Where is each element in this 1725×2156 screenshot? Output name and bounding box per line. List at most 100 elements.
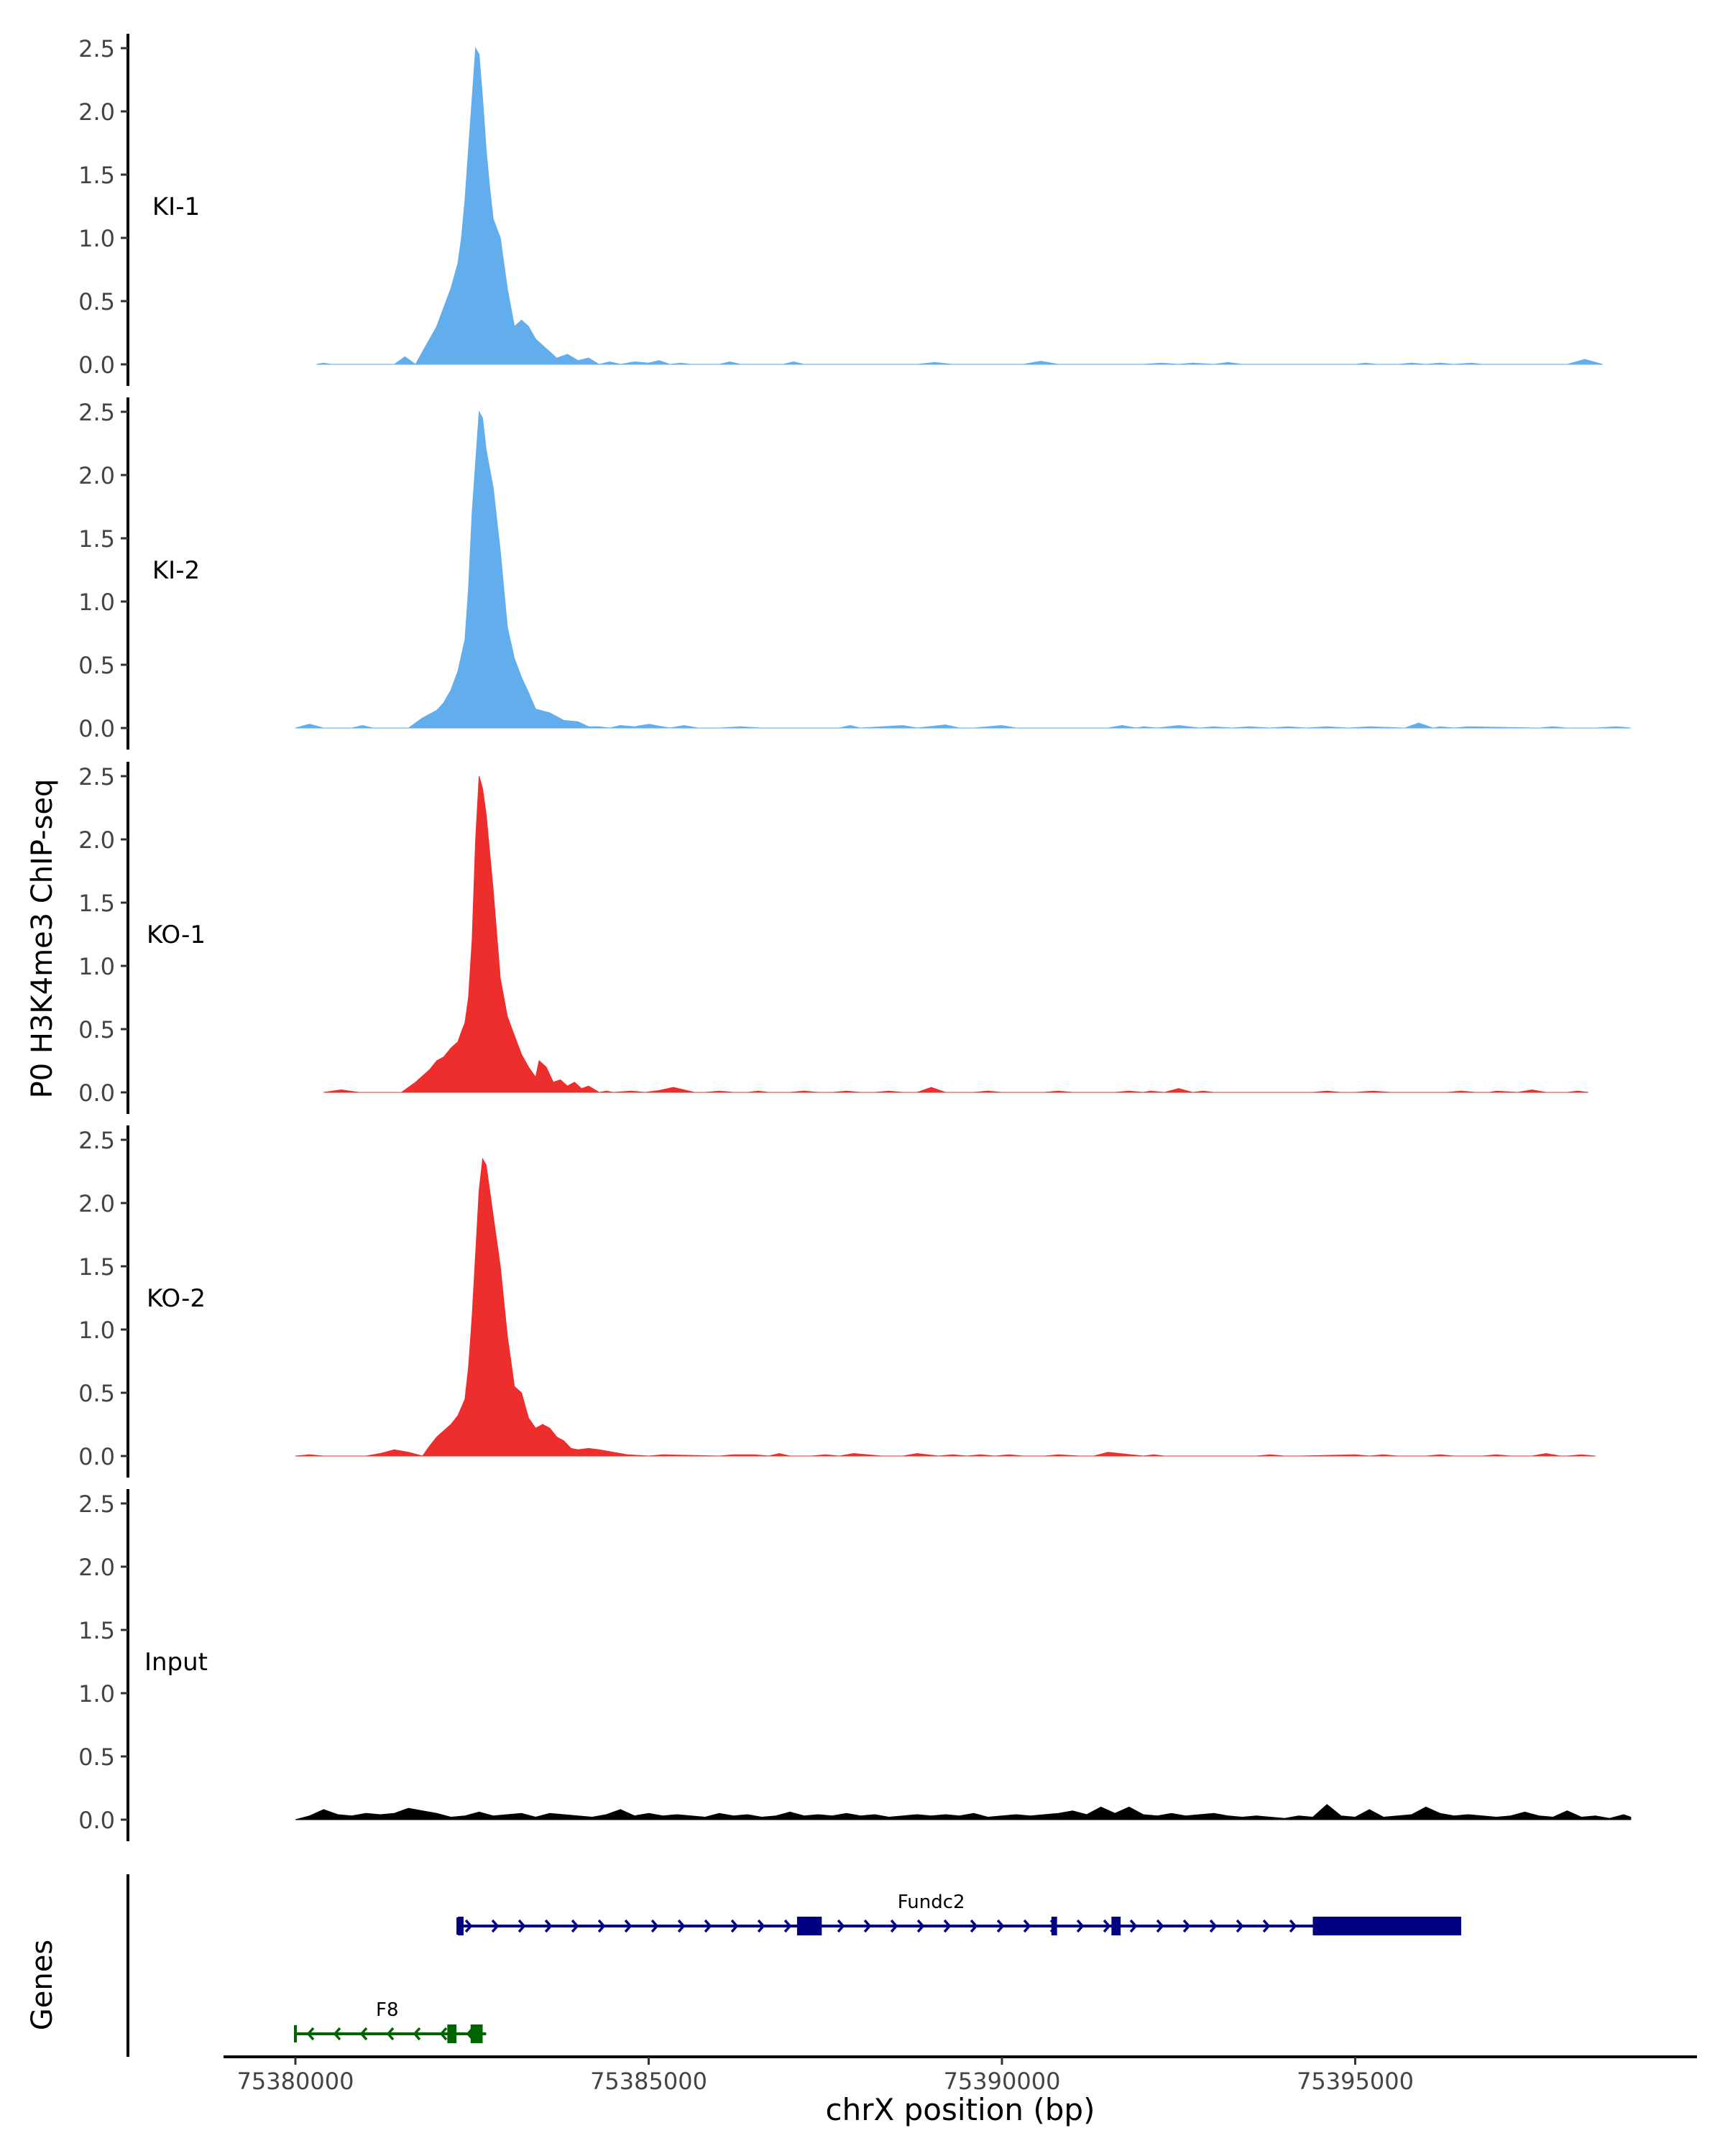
strand-arrow <box>757 1919 765 1933</box>
y-tick-label: 1.5 <box>78 1253 115 1281</box>
y-tick-label: 2.5 <box>78 763 115 791</box>
y-tick-label: 1.0 <box>78 589 115 616</box>
y-tick-label: 0.0 <box>78 1807 115 1834</box>
y-tick-label: 1.5 <box>78 890 115 917</box>
strand-arrow <box>996 1919 1005 1933</box>
exon-block <box>458 1917 464 1935</box>
y-tick-label: 1.0 <box>78 953 115 980</box>
strand-arrow <box>571 1919 579 1933</box>
strand-arrow <box>544 1919 553 1933</box>
y-tick-label: 1.5 <box>78 1617 115 1644</box>
strand-arrow <box>1103 1919 1111 1933</box>
signal-area-ko-1 <box>323 775 1588 1093</box>
signal-area-ko-2 <box>295 1157 1596 1457</box>
y-tick-label: 0.0 <box>78 715 115 742</box>
strand-arrow <box>359 2027 368 2041</box>
exon-block <box>447 2024 457 2043</box>
track-input: 0.0 0.5 1.0 1.5 2.0 2.5 Input <box>78 1489 1632 1841</box>
strand-arrow <box>1262 1919 1271 1933</box>
y-tick-label: 2.0 <box>78 98 115 126</box>
track-label: KO-2 <box>147 1284 206 1313</box>
strand-arrow <box>650 1919 659 1933</box>
strand-arrow <box>1182 1919 1191 1933</box>
x-tick-label: 75395000 <box>1297 2068 1414 2095</box>
strand-arrow <box>624 1919 632 1933</box>
exon-block <box>1111 1917 1121 1935</box>
strand-arrow <box>943 1919 952 1933</box>
y-tick-label: 2.0 <box>78 1554 115 1581</box>
strand-arrow <box>704 1919 712 1933</box>
x-tick-label: 75385000 <box>590 2068 707 2095</box>
y-axis-label: P0 H3K4me3 ChIP-seq <box>26 779 59 1099</box>
y-tick-label: 1.5 <box>78 162 115 189</box>
strand-arrow <box>597 1919 606 1933</box>
y-tick-label: 0.5 <box>78 652 115 679</box>
strand-arrow <box>1129 1919 1138 1933</box>
y-tick-label: 2.5 <box>78 1127 115 1154</box>
track-ko-2: 0.0 0.5 1.0 1.5 2.0 2.5 KO-2 <box>78 1125 1596 1478</box>
y-tick-label: 2.5 <box>78 1491 115 1518</box>
y-tick-label: 1.0 <box>78 225 115 252</box>
y-tick-label: 2.0 <box>78 1190 115 1217</box>
track-label: KI-1 <box>152 193 200 221</box>
y-tick-label: 2.0 <box>78 826 115 854</box>
x-axis: 75380000 75385000 75390000 75395000 <box>224 2055 1697 2095</box>
gene-name-label: Fundc2 <box>898 1892 965 1913</box>
gene-annotation-panel: Fundc2 F8 <box>126 1874 1461 2057</box>
strand-arrow <box>1023 1919 1031 1933</box>
exon-block <box>1051 1917 1057 1935</box>
y-tick-label: 1.0 <box>78 1317 115 1344</box>
strand-arrow <box>1156 1919 1164 1933</box>
y-tick-label: 2.5 <box>78 399 115 426</box>
y-tick-label: 1.0 <box>78 1680 115 1708</box>
signal-area-ki-2 <box>295 410 1631 729</box>
strand-arrow <box>1289 1919 1297 1933</box>
y-tick-label: 0.0 <box>78 1443 115 1470</box>
strand-arrow <box>970 1919 978 1933</box>
track-label: Input <box>144 1648 208 1677</box>
genes-axis-label: Genes <box>26 1940 59 2030</box>
track-ko-1: 0.0 0.5 1.0 1.5 2.0 2.5 KO-1 <box>78 762 1588 1114</box>
strand-arrow <box>491 1919 500 1933</box>
strand-arrow <box>863 1919 872 1933</box>
strand-arrow <box>413 2027 421 2041</box>
gene-f8: F8 <box>294 1999 487 2043</box>
strand-arrow <box>837 1919 845 1933</box>
signal-area-input <box>295 1804 1632 1820</box>
exon-block <box>1312 1917 1461 1935</box>
exon-block <box>796 1917 822 1935</box>
strand-arrow <box>1209 1919 1218 1933</box>
strand-arrow <box>386 2027 395 2041</box>
y-tick-label: 0.5 <box>78 1743 115 1771</box>
exon-block <box>470 2024 483 2043</box>
y-tick-label: 2.0 <box>78 462 115 489</box>
strand-arrow <box>518 1919 526 1933</box>
strand-arrow <box>916 1919 925 1933</box>
strand-arrow <box>333 2027 341 2041</box>
track-label: KI-2 <box>152 556 200 585</box>
gene-name-label: F8 <box>376 1999 399 2021</box>
strand-arrow <box>783 1919 792 1933</box>
y-tick-label: 0.5 <box>78 288 115 315</box>
gene-fundc2: Fundc2 <box>456 1892 1461 1935</box>
signal-area-ki-1 <box>316 47 1603 365</box>
strand-arrow <box>677 1919 686 1933</box>
track-label: KO-1 <box>147 921 206 949</box>
y-tick-label: 0.5 <box>78 1380 115 1407</box>
track-ki-2: 0.0 0.5 1.0 1.5 2.0 2.5 KI-2 <box>78 397 1631 750</box>
strand-arrow <box>1076 1919 1085 1933</box>
x-tick-label: 75390000 <box>944 2068 1061 2095</box>
x-tick-label: 75380000 <box>237 2068 354 2095</box>
x-axis-label: chrX position (bp) <box>826 2092 1095 2127</box>
strand-arrow <box>890 1919 898 1933</box>
strand-arrow <box>730 1919 739 1933</box>
y-tick-label: 2.5 <box>78 35 115 63</box>
y-tick-label: 0.0 <box>78 1079 115 1107</box>
y-tick-label: 0.5 <box>78 1016 115 1044</box>
y-tick-label: 0.0 <box>78 351 115 379</box>
strand-arrow <box>439 2027 448 2041</box>
track-ki-1: 0.0 0.5 1.0 1.5 2.0 2.5 KI-1 <box>78 34 1603 386</box>
strand-arrow <box>1236 1919 1244 1933</box>
strand-arrow <box>306 2027 315 2041</box>
